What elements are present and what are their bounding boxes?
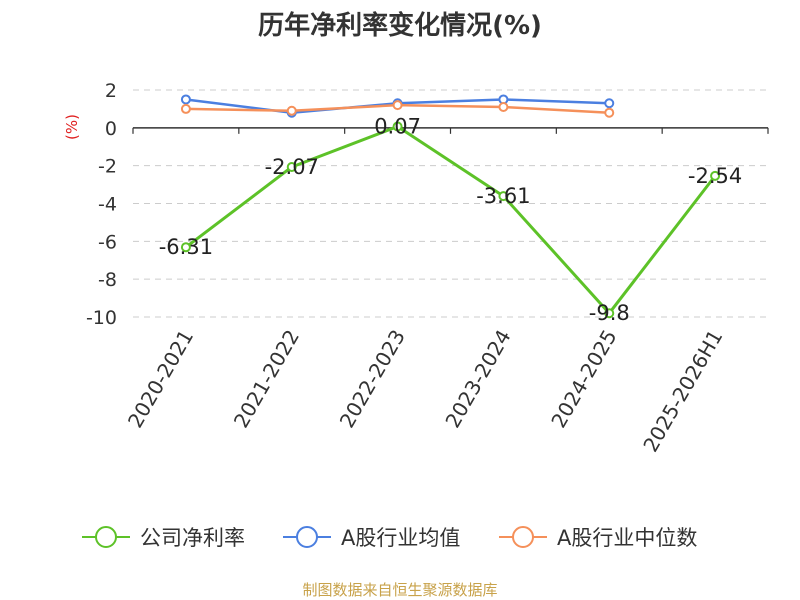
legend-label: 公司净利率: [140, 526, 245, 550]
data-label: -2.07: [265, 155, 319, 179]
legend-item: A股行业中位数: [499, 526, 697, 550]
legend-item: A股行业均值: [283, 526, 460, 550]
y-tick-label: 0: [105, 118, 117, 140]
grid-lines: [133, 89, 768, 318]
series-group: [180, 94, 721, 319]
y-tick-label: -2: [98, 156, 117, 178]
y-tick-label: -4: [98, 194, 117, 216]
legend-marker: [296, 526, 318, 548]
data-point: [604, 107, 615, 118]
y-tick-label: -8: [98, 269, 117, 291]
legend-label: A股行业中位数: [557, 526, 697, 550]
data-label: -2.54: [688, 164, 742, 188]
y-tick-label: -6: [98, 231, 117, 253]
source-note: 制图数据来自恒生聚源数据库: [302, 581, 497, 599]
y-tick-labels: 2 0 -2 -4 -6 -8 -10: [86, 80, 117, 329]
y-axis-unit: (%): [63, 114, 81, 140]
data-point: [180, 103, 191, 114]
x-tick-label: 2021-2022: [229, 326, 304, 432]
x-tick-label: 2020-2021: [123, 326, 198, 432]
data-point: [180, 242, 191, 253]
data-point: [604, 98, 615, 109]
data-label: 0.07: [374, 115, 421, 139]
legend-marker: [95, 526, 117, 548]
y-tick-label: -10: [86, 307, 117, 329]
data-point: [180, 94, 191, 105]
data-point: [498, 102, 509, 113]
data-label: -6.31: [159, 235, 213, 259]
x-tick-label: 2024-2025: [546, 326, 621, 432]
legend-label: A股行业均值: [341, 526, 460, 550]
data-point: [392, 100, 403, 111]
x-tick-label: 2022-2023: [335, 326, 410, 432]
data-point: [710, 170, 721, 181]
series-line: [185, 125, 717, 315]
legend-item: 公司净利率: [82, 526, 245, 550]
x-tick-label: 2023-2024: [440, 325, 515, 431]
data-label: -3.61: [476, 184, 530, 208]
data-point: [498, 191, 509, 202]
data-point: [604, 308, 615, 319]
axes: [132, 127, 769, 134]
data-point: [286, 161, 297, 172]
data-point: [286, 105, 297, 116]
legend-marker: [512, 526, 534, 548]
y-tick-label: 2: [105, 80, 117, 102]
legend: 公司净利率 A股行业均值 A股行业中位数: [82, 526, 697, 550]
data-label: -9.8: [589, 301, 630, 325]
x-tick-label: 2025-2026H1: [638, 326, 727, 456]
chart-title: 历年净利率变化情况(%): [258, 10, 542, 41]
data-labels: -6.31 -2.07 0.07 -3.61 -9.8 -2.54: [159, 115, 743, 326]
x-tick-labels: 2020-2021 2021-2022 2022-2023 2023-2024 2024…: [123, 325, 727, 455]
data-point: [392, 121, 403, 132]
